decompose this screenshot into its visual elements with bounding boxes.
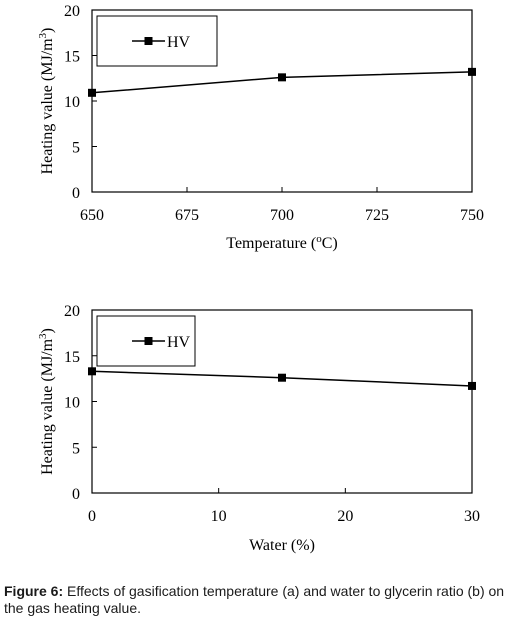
data-point bbox=[88, 88, 96, 97]
chart-temperature: 0 5 10 15 20 650 675 700 725 750 HV Temperature (oC… bbox=[0, 0, 527, 260]
x-tick-label: 20 bbox=[337, 508, 353, 525]
x-tick-label: 750 bbox=[460, 207, 484, 224]
figure-caption: Figure 6: Effects of gasification temper… bbox=[4, 583, 524, 617]
x-tick-label: 10 bbox=[211, 508, 227, 525]
x-axis-label: Temperature (oC) bbox=[226, 233, 337, 252]
y-axis-label-sup: 3 bbox=[37, 333, 49, 339]
y-axis-label-sup: 3 bbox=[37, 32, 49, 38]
y-tick-label: 5 bbox=[72, 140, 80, 157]
x-tick-label: 0 bbox=[88, 508, 96, 525]
y-axis-label-suffix: ) bbox=[39, 28, 56, 33]
data-point bbox=[88, 367, 96, 376]
x-tick-label: 30 bbox=[464, 508, 480, 525]
y-tick-label: 20 bbox=[64, 303, 80, 320]
chart-temperature-svg: 0 5 10 15 20 650 675 700 725 750 HV Temperature (oC… bbox=[37, 3, 484, 252]
x-tick-label: 675 bbox=[175, 207, 199, 224]
x-tick-label: 700 bbox=[270, 207, 294, 224]
data-point bbox=[468, 381, 476, 390]
x-axis-label-text: Water (%) bbox=[249, 537, 315, 554]
x-tick-label: 650 bbox=[80, 207, 104, 224]
chart-water-svg: 0 5 10 15 20 0 10 20 30 HV Water (%) Heating value … bbox=[37, 303, 480, 554]
y-axis-label: Heating value (MJ/m3) bbox=[37, 28, 56, 175]
y-axis-label-suffix: ) bbox=[39, 328, 56, 333]
x-axis-label-sup: o bbox=[316, 233, 322, 245]
y-tick-label: 10 bbox=[64, 395, 80, 412]
x-tick-label: 725 bbox=[365, 207, 389, 224]
y-tick-label: 0 bbox=[72, 486, 80, 503]
data-point bbox=[278, 373, 286, 382]
legend-label: HV bbox=[167, 34, 191, 51]
x-axis-label-text: Temperature ( bbox=[226, 235, 316, 252]
data-point bbox=[468, 67, 476, 76]
legend-marker bbox=[144, 337, 153, 345]
y-axis-label: Heating value (MJ/m3) bbox=[37, 328, 56, 475]
caption-text: Effects of gasification temperature (a) … bbox=[4, 583, 505, 616]
y-tick-label: 10 bbox=[64, 94, 80, 111]
caption-label: Figure 6: bbox=[4, 583, 64, 599]
data-point bbox=[278, 73, 286, 82]
y-tick-label: 5 bbox=[72, 440, 80, 457]
y-axis-label-text: Heating value (MJ/m bbox=[39, 338, 56, 475]
chart-water: 0 5 10 15 20 0 10 20 30 HV Water (%) Heating value … bbox=[0, 300, 527, 562]
y-axis-label-text: Heating value (MJ/m bbox=[39, 38, 56, 175]
y-tick-label: 15 bbox=[64, 349, 80, 366]
legend-label: HV bbox=[167, 334, 191, 351]
legend-marker bbox=[144, 37, 153, 45]
x-axis-label: Water (%) bbox=[249, 537, 315, 554]
y-tick-label: 0 bbox=[72, 185, 80, 202]
y-tick-label: 20 bbox=[64, 3, 80, 20]
y-tick-label: 15 bbox=[64, 49, 80, 66]
x-axis-label-suffix: C) bbox=[322, 235, 338, 252]
